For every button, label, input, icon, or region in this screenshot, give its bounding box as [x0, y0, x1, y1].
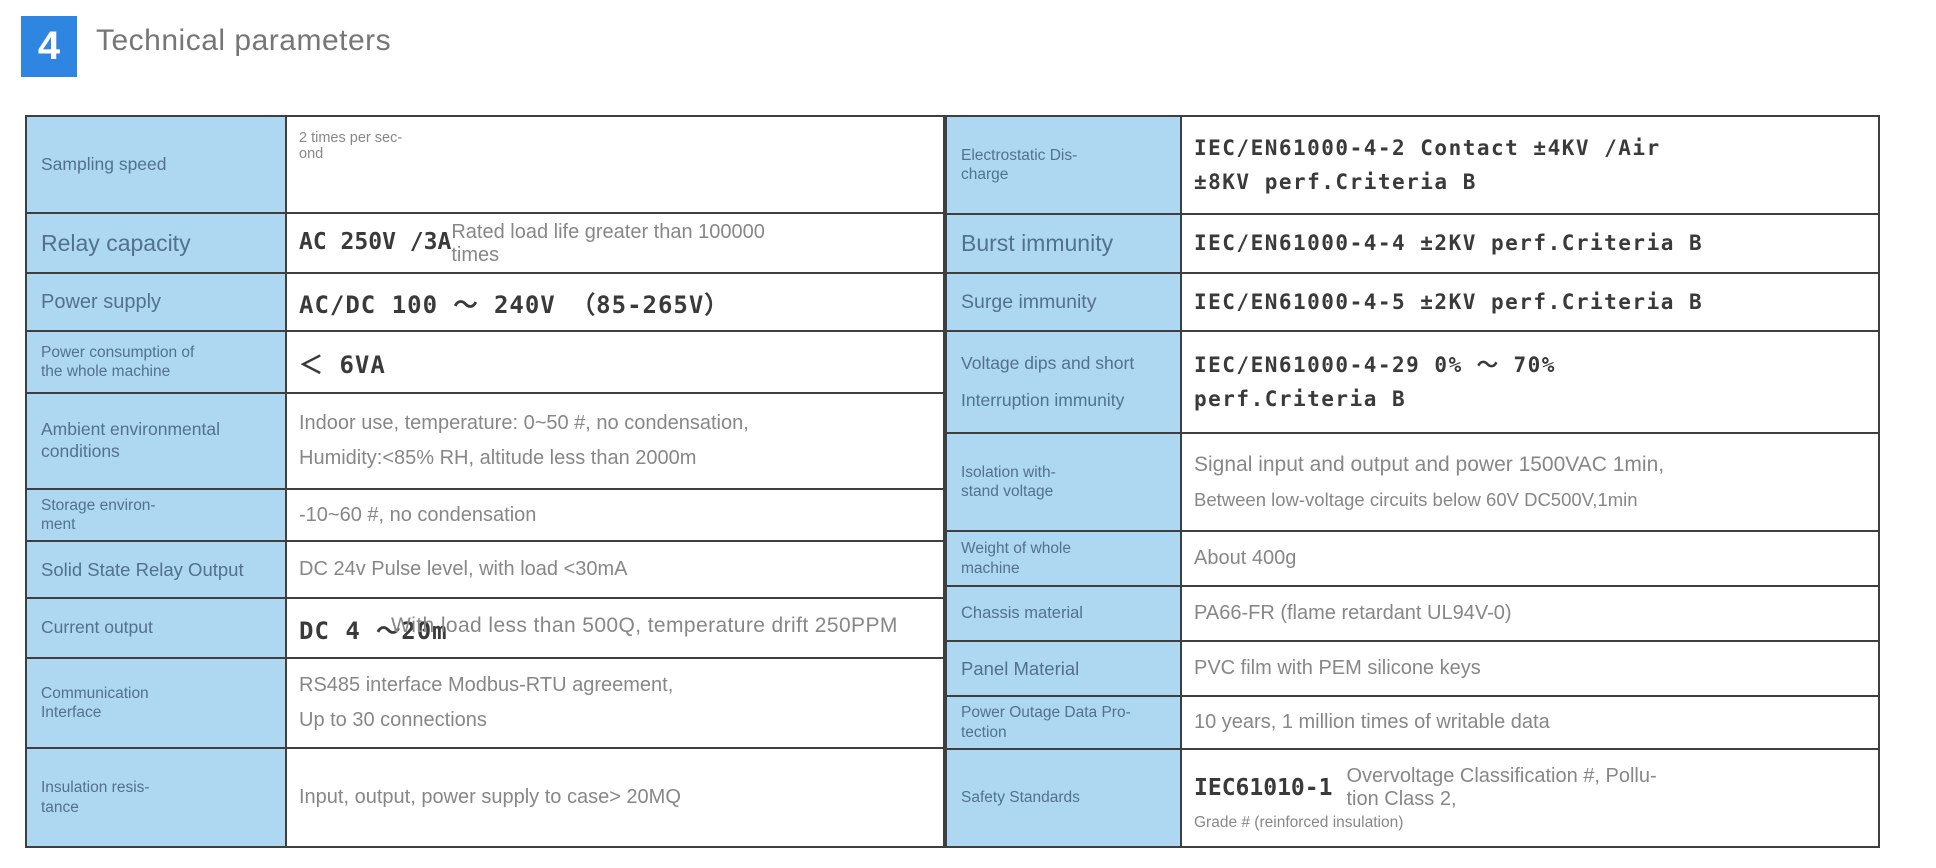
section-number: 4	[37, 24, 61, 68]
value-main: IEC61010-1	[1194, 774, 1333, 801]
value-note: Overvoltage Classification #, Pollu- tio…	[1346, 764, 1657, 810]
label-power-consumption: Power consumption of the whole machine	[27, 332, 285, 392]
value-sampling-speed: 2 times per sec- ond	[287, 117, 943, 212]
value-safety-standards: IEC61010-1 Overvoltage Classification #,…	[1182, 750, 1878, 846]
label-power-supply: Power supply	[27, 274, 285, 330]
value-text: Input, output, power supply to case> 20M…	[299, 786, 681, 808]
value-text: IEC/EN61000-4-4 ±2KV perf.Criteria B	[1194, 231, 1704, 256]
value-main: DC 4 ～20m	[299, 616, 448, 645]
value-insulation-resistance: Input, output, power supply to case> 20M…	[287, 749, 943, 846]
right-parameters-table: Electrostatic Dis- charge IEC/EN61000-4-…	[945, 115, 1880, 848]
value-power-consumption: ＜ 6VA	[287, 332, 943, 392]
value-surge-immunity: IEC/EN61000-4-5 ±2KV perf.Criteria B	[1182, 274, 1878, 330]
label-solid-state-relay-output: Solid State Relay Output	[27, 542, 285, 597]
value-text: RS485 interface Modbus-RTU agreement, Up…	[299, 674, 674, 731]
value-burst-immunity: IEC/EN61000-4-4 ±2KV perf.Criteria B	[1182, 215, 1878, 272]
value-chassis-material: PA66-FR (flame retardant UL94V-0)	[1182, 587, 1878, 640]
label-insulation-resistance: Insulation resis- tance	[27, 749, 285, 846]
label-sampling-speed: Sampling speed	[27, 117, 285, 212]
value-power-outage-data-protection: 10 years, 1 million times of writable da…	[1182, 697, 1878, 748]
value-text: PA66-FR (flame retardant UL94V-0)	[1194, 602, 1512, 624]
label-surge-immunity: Surge immunity	[947, 274, 1180, 330]
value-text: PVC film with PEM silicone keys	[1194, 657, 1481, 679]
value-storage-environment: -10~60 #, no condensation	[287, 490, 943, 540]
label-weight-of-whole-machine: Weight of whole machine	[947, 532, 1180, 585]
label-electrostatic-discharge: Electrostatic Dis- charge	[947, 117, 1180, 213]
value-ambient-conditions: Indoor use, temperature: 0~50 #, no cond…	[287, 394, 943, 488]
label-burst-immunity: Burst immunity	[947, 215, 1180, 272]
value-text: -10~60 #, no condensation	[299, 503, 537, 526]
left-parameters-table: Sampling speed 2 times per sec- ond Rela…	[25, 115, 945, 848]
value-text: Indoor use, temperature: 0~50 #, no cond…	[299, 412, 749, 469]
value-main: AC 250V /3A	[299, 229, 452, 255]
value-communication-interface: RS485 interface Modbus-RTU agreement, Up…	[287, 659, 943, 747]
label-panel-material: Panel Material	[947, 642, 1180, 695]
label-isolation-withstand-voltage: Isolation with- stand voltage	[947, 434, 1180, 530]
value-sub-note: Grade # (reinforced insulation)	[1194, 813, 1404, 831]
value-panel-material: PVC film with PEM silicone keys	[1182, 642, 1878, 695]
value-text: 2 times per sec- ond	[299, 130, 403, 162]
value-weight-of-whole-machine: About 400g	[1182, 532, 1878, 585]
value-relay-capacity: AC 250V /3A Rated load life greater than…	[287, 214, 943, 272]
label-ambient-conditions: Ambient environmental conditions	[27, 394, 285, 488]
value-text: 10 years, 1 million times of writable da…	[1194, 711, 1550, 733]
value-text: IEC/EN61000-4-5 ±2KV perf.Criteria B	[1194, 289, 1704, 314]
value-electrostatic-discharge: IEC/EN61000-4-2 Contact ±4KV /Air ±8KV p…	[1182, 117, 1878, 213]
value-text: IEC/EN61000-4-29 0% ～ 70% perf.Criteria …	[1194, 352, 1556, 411]
value-current-output: DC 4 ～20m With load less than 500Q, temp…	[287, 599, 943, 657]
label-power-outage-data-protection: Power Outage Data Pro- tection	[947, 697, 1180, 748]
label-current-output: Current output	[27, 599, 285, 657]
value-text: ＜ 6VA	[299, 350, 386, 379]
label-voltage-dips-interruption: Voltage dips and short Interruption immu…	[947, 332, 1180, 432]
value-line-2: Between low-voltage circuits below 60V D…	[1194, 489, 1638, 510]
section-number-badge: 4	[21, 16, 77, 77]
value-text: DC 24v Pulse level, with load <30mA	[299, 558, 628, 580]
value-isolation-withstand-voltage: Signal input and output and power 1500VA…	[1182, 434, 1878, 530]
value-text: About 400g	[1194, 547, 1297, 569]
label-storage-environment: Storage environ- ment	[27, 490, 285, 540]
page-title: Technical parameters	[96, 24, 392, 57]
label-safety-standards: Safety Standards	[947, 750, 1180, 846]
value-voltage-dips-interruption: IEC/EN61000-4-29 0% ～ 70% perf.Criteria …	[1182, 332, 1878, 432]
value-note: With load less than 500Q, temperature dr…	[391, 614, 898, 637]
label-chassis-material: Chassis material	[947, 587, 1180, 640]
value-text: AC/DC 100 ～ 240V （85-265V）	[299, 290, 730, 319]
value-solid-state-relay-output: DC 24v Pulse level, with load <30mA	[287, 542, 943, 597]
value-line-1: Signal input and output and power 1500VA…	[1194, 453, 1665, 476]
value-power-supply: AC/DC 100 ～ 240V （85-265V）	[287, 274, 943, 330]
label-relay-capacity: Relay capacity	[27, 214, 285, 272]
value-note: Rated load life greater than 100000 time…	[451, 221, 765, 266]
label-communication-interface: Communication Interface	[27, 659, 285, 747]
value-text: IEC/EN61000-4-2 Contact ±4KV /Air ±8KV p…	[1194, 135, 1661, 194]
